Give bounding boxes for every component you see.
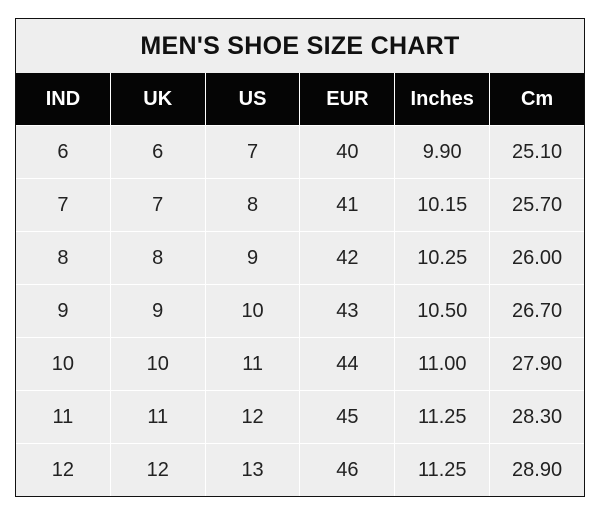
table-row: 7 7 8 41 10.15 25.70 xyxy=(16,178,584,231)
cell-cm: 28.30 xyxy=(489,391,584,443)
cell-ind: 9 xyxy=(57,299,69,322)
cell-inches: 10.15 xyxy=(394,179,489,231)
cell-ind: 11 xyxy=(52,405,74,428)
cell-ind: 7 xyxy=(57,193,69,216)
cell-uk: 8 xyxy=(109,232,205,284)
table-body: 6 6 7 40 9.90 25.10 7 7 8 41 10.15 25.70 8 8 9 42 10.25 2… xyxy=(16,125,584,496)
column-header-ind: IND xyxy=(45,87,81,110)
cell-eur: 44 xyxy=(299,338,394,390)
cell-inches: 9.90 xyxy=(394,126,489,178)
column-header-inches: Inches xyxy=(394,73,489,125)
cell-eur: 40 xyxy=(299,126,394,178)
cell-cm: 25.70 xyxy=(489,179,584,231)
cell-us: 10 xyxy=(204,285,300,337)
cell-cm: 26.70 xyxy=(489,285,584,337)
cell-inches: 10.50 xyxy=(394,285,489,337)
column-header-eur: EUR xyxy=(299,73,394,125)
cell-us: 8 xyxy=(204,179,300,231)
cell-us: 9 xyxy=(204,232,300,284)
cell-cm: 27.90 xyxy=(489,338,584,390)
cell-uk: 7 xyxy=(109,179,205,231)
cell-eur: 43 xyxy=(299,285,394,337)
size-chart-table: MEN'S SHOE SIZE CHART IND UK US EUR Inches Cm… xyxy=(15,18,585,497)
cell-eur: 45 xyxy=(299,391,394,443)
column-header-uk: UK xyxy=(109,73,205,125)
cell-us: 12 xyxy=(204,391,300,443)
cell-inches: 11.25 xyxy=(394,391,489,443)
cell-eur: 42 xyxy=(299,232,394,284)
table-row: 12 12 13 46 11.25 28.90 xyxy=(16,443,584,496)
column-header-cm: Cm xyxy=(489,73,584,125)
header-row: IND UK US EUR Inches Cm xyxy=(16,73,584,125)
table-row: 6 6 7 40 9.90 25.10 xyxy=(16,125,584,178)
cell-us: 13 xyxy=(204,444,300,496)
cell-eur: 41 xyxy=(299,179,394,231)
cell-ind: 10 xyxy=(51,352,75,375)
cell-uk: 11 xyxy=(109,391,205,443)
cell-cm: 26.00 xyxy=(489,232,584,284)
cell-ind: 12 xyxy=(51,458,75,481)
table-row: 8 8 9 42 10.25 26.00 xyxy=(16,231,584,284)
cell-us: 7 xyxy=(204,126,300,178)
cell-ind: 6 xyxy=(57,140,69,163)
table-title: MEN'S SHOE SIZE CHART xyxy=(140,32,460,60)
cell-ind: 8 xyxy=(57,246,69,269)
cell-eur: 46 xyxy=(299,444,394,496)
cell-inches: 11.25 xyxy=(394,444,489,496)
cell-uk: 9 xyxy=(109,285,205,337)
cell-us: 11 xyxy=(204,338,300,390)
column-header-us: US xyxy=(204,73,300,125)
cell-inches: 10.25 xyxy=(394,232,489,284)
cell-uk: 12 xyxy=(109,444,205,496)
table-row: 11 11 12 45 11.25 28.30 xyxy=(16,390,584,443)
cell-cm: 25.10 xyxy=(489,126,584,178)
table-row: 9 9 10 43 10.50 26.70 xyxy=(16,284,584,337)
cell-cm: 28.90 xyxy=(489,444,584,496)
cell-uk: 6 xyxy=(109,126,205,178)
cell-inches: 11.00 xyxy=(394,338,489,390)
cell-uk: 10 xyxy=(109,338,205,390)
table-row: 10 10 11 44 11.00 27.90 xyxy=(16,337,584,390)
